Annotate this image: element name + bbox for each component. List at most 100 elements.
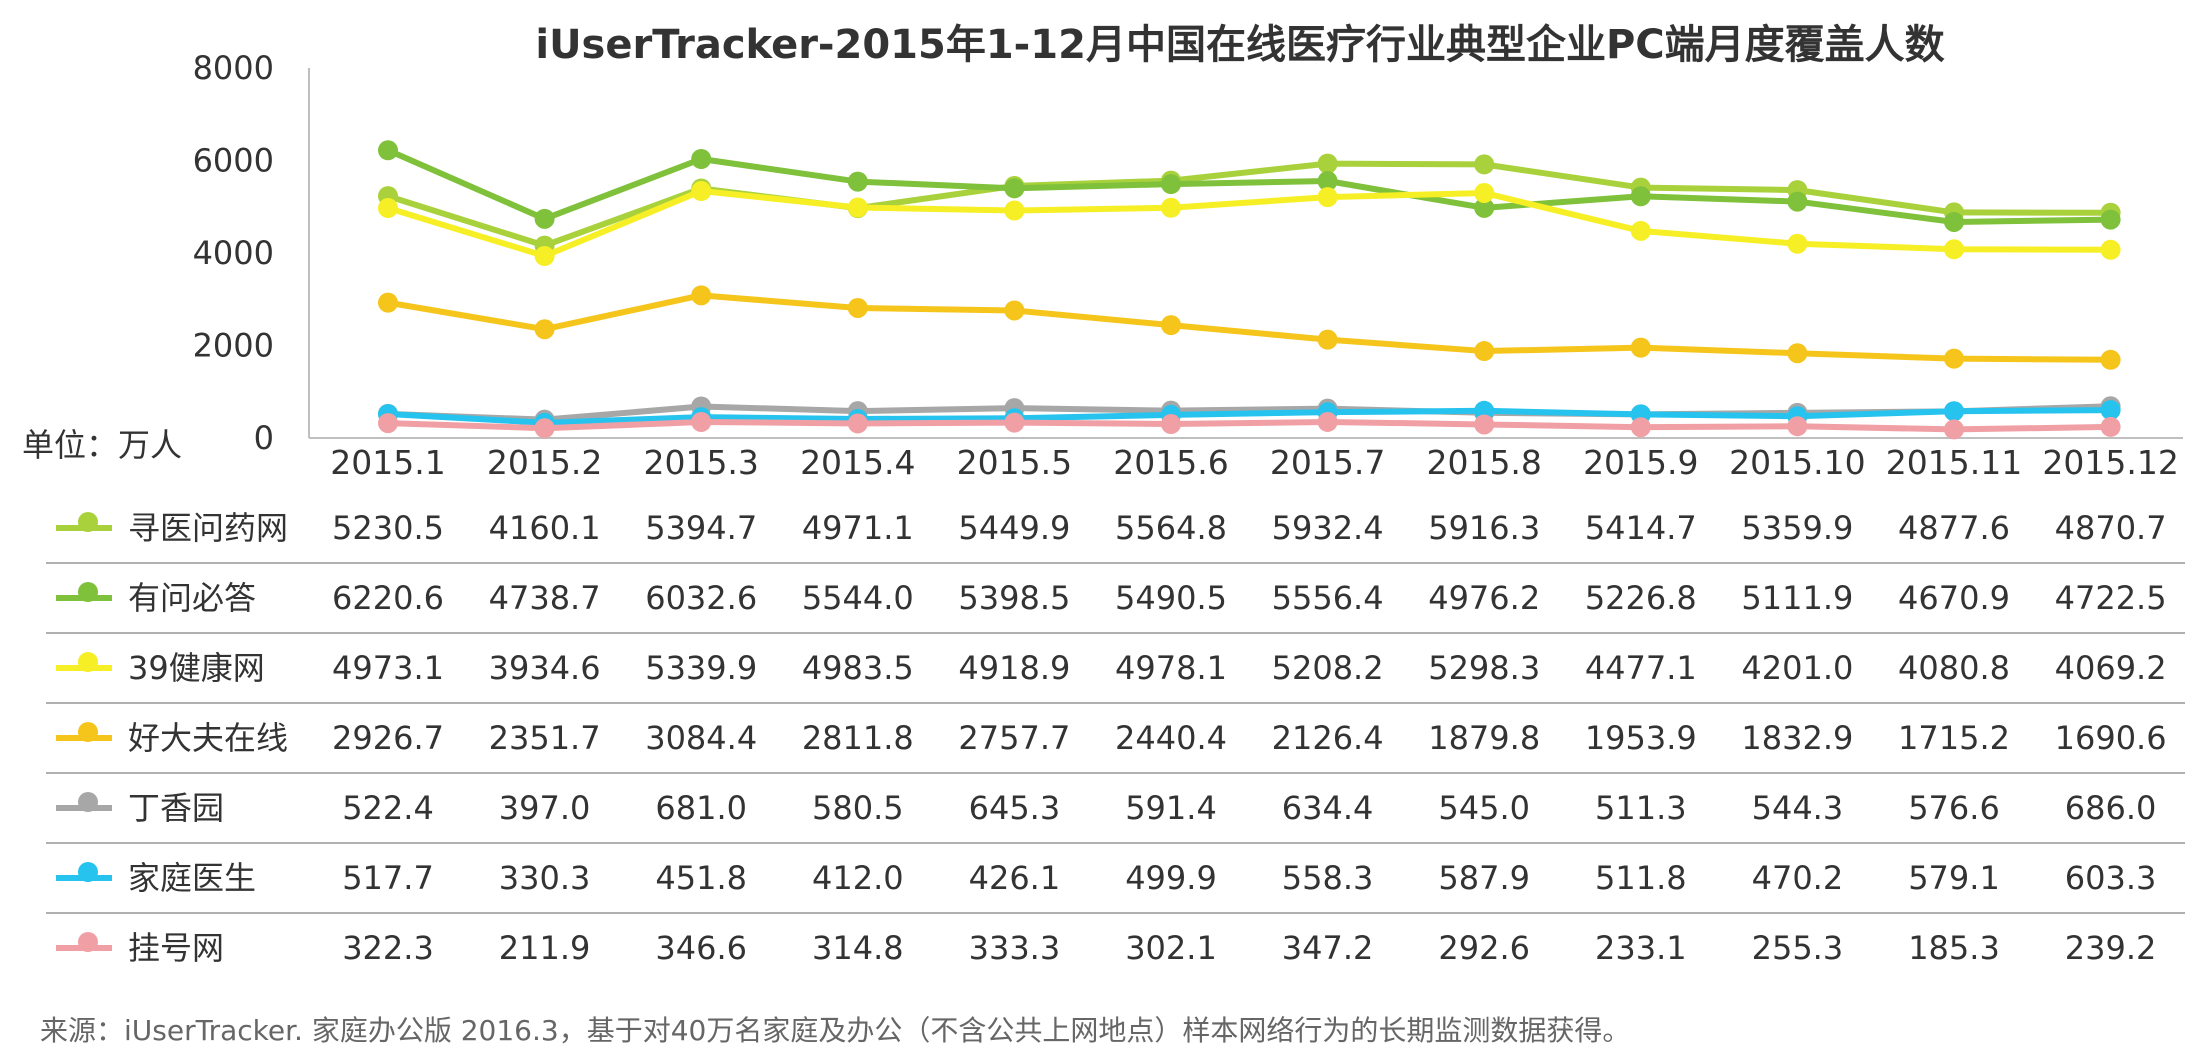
value-cell: 4477.1	[1585, 649, 1697, 687]
data-point	[378, 197, 398, 218]
series-name: 好大夫在线	[128, 719, 288, 757]
value-cell: 4069.2	[2055, 649, 2167, 687]
value-cell: 634.4	[1282, 789, 1374, 827]
value-cell: 347.2	[1282, 929, 1374, 967]
series-group	[378, 140, 2121, 232]
value-cell: 558.3	[1282, 859, 1374, 897]
value-cell: 4983.5	[802, 649, 914, 687]
data-point	[1787, 416, 1808, 437]
value-cell: 545.0	[1438, 789, 1530, 827]
value-cell: 511.3	[1595, 789, 1687, 827]
value-cell: 239.2	[2065, 929, 2157, 967]
value-cell: 579.1	[1908, 859, 2000, 897]
source-note: 来源：iUserTracker. 家庭办公版 2016.3，基于对40万名家庭及…	[40, 1014, 1630, 1047]
y-tick-label: 4000	[193, 234, 274, 272]
value-cell: 591.4	[1125, 789, 1217, 827]
series-line	[387, 160, 2111, 249]
series-group	[378, 285, 2121, 370]
value-cell: 544.3	[1752, 789, 1844, 827]
series-lines	[378, 140, 2121, 440]
series-group	[378, 181, 2121, 267]
value-cell: 2811.8	[802, 719, 914, 757]
data-point	[1944, 419, 1964, 440]
series-name: 寻医问药网	[128, 509, 288, 547]
value-cell: 4870.7	[2055, 509, 2167, 547]
value-cell: 645.3	[969, 789, 1061, 827]
value-cell: 681.0	[655, 789, 747, 827]
value-cell: 1879.8	[1428, 719, 1540, 757]
value-cell: 5339.9	[645, 649, 757, 687]
value-cell: 522.4	[342, 789, 434, 827]
table-row: 好大夫在线 2926.7 2351.7 3084.4 2811.8 2757.7 2440.…	[46, 719, 2185, 774]
data-point	[1161, 414, 1181, 435]
data-point	[1004, 200, 1025, 221]
data-point	[847, 171, 868, 192]
value-cell: 4978.1	[1115, 649, 1227, 687]
table-row: 挂号网 322.3 211.9 346.6 314.8 333.3 302.1 347.2 29…	[56, 929, 2156, 967]
data-point	[1944, 239, 1964, 260]
value-cell: 4973.1	[332, 649, 444, 687]
data-point	[1630, 417, 1651, 438]
value-cell: 1832.9	[1741, 719, 1853, 757]
y-tick-label: 6000	[193, 142, 274, 180]
data-point	[1944, 401, 1964, 422]
data-table: 寻医问药网 5230.5 4160.1 5394.7 4971.1 5449.9 5564.…	[46, 509, 2185, 967]
value-cell: 6220.6	[332, 579, 444, 617]
value-cell: 330.3	[499, 859, 591, 897]
legend-marker	[78, 652, 98, 672]
x-tick-label: 2015.1	[330, 443, 445, 482]
value-cell: 603.3	[2065, 859, 2157, 897]
data-point	[1944, 211, 1964, 232]
series-name: 丁香园	[128, 789, 224, 827]
data-point	[534, 319, 555, 340]
value-cell: 5298.3	[1428, 649, 1540, 687]
data-point	[2100, 209, 2121, 230]
x-tick-label: 2015.3	[643, 443, 758, 482]
series-line	[387, 292, 2111, 363]
x-tick-label: 2015.11	[1886, 443, 2022, 482]
data-point	[378, 292, 398, 313]
unit-label: 单位：万人	[22, 426, 182, 464]
data-point	[847, 413, 868, 434]
data-point	[1161, 315, 1181, 336]
value-cell: 292.6	[1438, 929, 1530, 967]
series-line	[387, 188, 2111, 260]
value-cell: 511.8	[1595, 859, 1687, 897]
value-cell: 5544.0	[802, 579, 914, 617]
legend-marker	[78, 792, 98, 812]
legend-marker	[78, 722, 98, 742]
value-cell: 5394.7	[645, 509, 757, 547]
value-cell: 4971.1	[802, 509, 914, 547]
value-cell: 412.0	[812, 859, 904, 897]
data-point	[1474, 341, 1495, 362]
data-point	[2100, 400, 2121, 421]
data-point	[378, 413, 398, 434]
data-point	[1944, 348, 1964, 369]
data-point	[1161, 174, 1181, 195]
chart-title: iUserTracker-2015年1-12月中国在线医疗行业典型企业PC端月度…	[535, 22, 1944, 68]
value-cell: 233.1	[1595, 929, 1687, 967]
value-cell: 1715.2	[1898, 719, 2010, 757]
data-point	[691, 148, 712, 169]
data-point	[1474, 197, 1495, 218]
table-row: 39健康网 4973.1 3934.6 5339.9 4983.5 4918.9 4978.…	[46, 649, 2185, 704]
table-row: 家庭医生 517.7 330.3 451.8 412.0 426.1 499.9 558.3 5…	[46, 859, 2185, 914]
value-cell: 4976.2	[1428, 579, 1540, 617]
data-point	[1317, 153, 1338, 174]
series-name: 有问必答	[128, 579, 256, 617]
x-tick-label: 2015.7	[1270, 443, 1385, 482]
value-cell: 2440.4	[1115, 719, 1227, 757]
table-row: 有问必答 6220.6 4738.7 6032.6 5544.0 5398.5 5490.5…	[46, 579, 2185, 634]
value-cell: 2351.7	[489, 719, 601, 757]
series-line	[386, 147, 2111, 225]
data-point	[1787, 343, 1808, 364]
value-cell: 5208.2	[1272, 649, 1384, 687]
value-cell: 5359.9	[1741, 509, 1853, 547]
value-cell: 333.3	[969, 929, 1061, 967]
value-cell: 397.0	[499, 789, 591, 827]
value-cell: 2926.7	[332, 719, 444, 757]
x-axis-ticks: 2015.1 2015.2 2015.3 2015.4 2015.5 2015.6 2015…	[330, 443, 2179, 482]
value-cell: 4670.9	[1898, 579, 2010, 617]
data-point	[1004, 412, 1025, 433]
legend-marker	[78, 582, 98, 602]
